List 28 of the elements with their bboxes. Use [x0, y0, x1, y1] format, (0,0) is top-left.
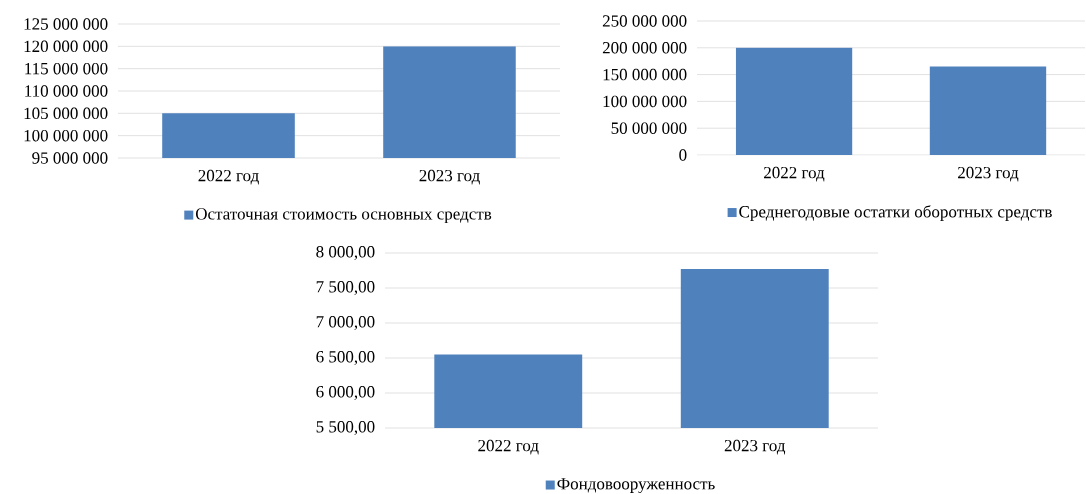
x-tick-label: 2022 год [478, 439, 539, 455]
y-tick-label: 115 000 000 [25, 62, 108, 75]
y-tick-label: 0 [679, 149, 687, 161]
y-tick-label: 6 500,00 [316, 351, 375, 365]
x-tick-label: 2022 год [198, 169, 259, 185]
y-tick-label: 105 000 000 [24, 107, 108, 120]
x-tick-label: 2023 год [958, 166, 1019, 182]
y-tick-label: 110 000 000 [25, 85, 108, 97]
y-tick-label: 200 000 000 [602, 42, 687, 54]
y-tick-label: 100 000 000 [24, 129, 108, 142]
y-tick-label: 100 000 000 [603, 95, 687, 108]
y-tick-label: 6 000,00 [316, 386, 375, 400]
y-tick-label: 7 500,00 [316, 281, 375, 295]
y-tick-label: 5 500,00 [316, 421, 375, 435]
y-tick-label: 50 000 000 [611, 122, 687, 134]
x-tick-label: 2022 год [764, 166, 825, 182]
x-tick-label: 2023 год [419, 169, 480, 185]
y-tick-label: 150 000 000 [603, 68, 687, 81]
y-tick-label: 7 000,00 [316, 316, 375, 330]
y-tick-label: 125 000 000 [24, 18, 108, 30]
y-tick-label: 8 000,00 [316, 246, 375, 260]
legend-label: Среднегодовые остатки оборотных средств [739, 205, 1052, 221]
legend-label: Остаточная стоимость основных средств [195, 208, 492, 224]
legend-label: Фондовооруженность [557, 478, 715, 493]
y-tick-label: 120 000 000 [24, 40, 108, 53]
y-tick-label: 250 000 000 [602, 15, 687, 27]
x-tick-label: 2023 год [724, 439, 786, 455]
y-tick-label: 95 000 000 [32, 152, 108, 164]
